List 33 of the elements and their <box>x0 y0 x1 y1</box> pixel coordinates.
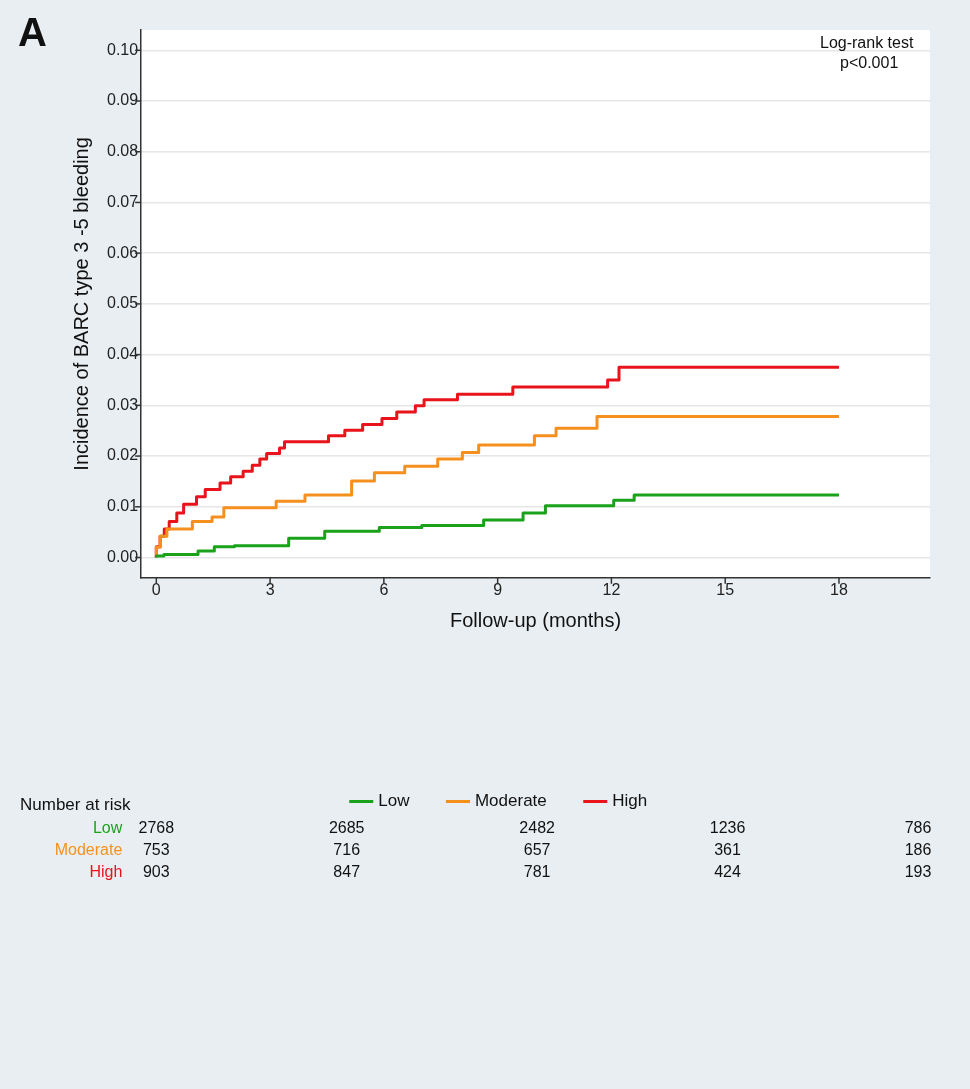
text: Moderate <box>54 841 123 858</box>
x-tick-label: 12 <box>602 580 621 598</box>
x-tick-label: 6 <box>379 580 389 598</box>
y-tick-label: 0.08 <box>107 142 139 160</box>
x-tick-label: 0 <box>151 580 161 598</box>
y-tick-label: 0.00 <box>107 547 139 565</box>
annotation: Log-rank test <box>820 34 914 52</box>
y-tick-label: 0.01 <box>107 497 139 515</box>
annotation: p<0.001 <box>840 54 899 72</box>
legend-label: High <box>612 791 648 811</box>
y-tick-label: 0.10 <box>107 40 139 58</box>
y-tick-label: 0.03 <box>107 395 139 413</box>
text: 903 847 781 424 193 <box>142 863 932 880</box>
legend-label: Moderate <box>474 791 547 811</box>
legend-label: Low <box>378 791 411 811</box>
y-tick-label: 0.06 <box>107 243 139 261</box>
y-tick-label: 0.02 <box>107 446 139 464</box>
y-tick-label: 0.04 <box>107 345 139 363</box>
y-tick-label: 0.05 <box>107 294 139 312</box>
y-tick-label: 0.09 <box>107 91 139 109</box>
x-tick-label: 9 <box>493 580 503 598</box>
y-axis-title: Incidence of BARC type 3 -5 bleeding <box>69 137 92 471</box>
y-tick-label: 0.07 <box>107 192 139 210</box>
text: Number at risk <box>20 795 131 815</box>
text: High <box>89 863 123 880</box>
text: 753 716 657 361 186 <box>142 841 932 858</box>
x-tick-label: 15 <box>716 580 735 598</box>
x-axis-title: Follow-up (months) <box>449 608 622 631</box>
x-tick-label: 18 <box>830 580 848 598</box>
x-tick-label: 3 <box>265 580 275 598</box>
text: Low <box>92 819 123 836</box>
text: A <box>18 10 47 55</box>
text: 2768 2685 2482 1236 786 <box>138 819 932 836</box>
